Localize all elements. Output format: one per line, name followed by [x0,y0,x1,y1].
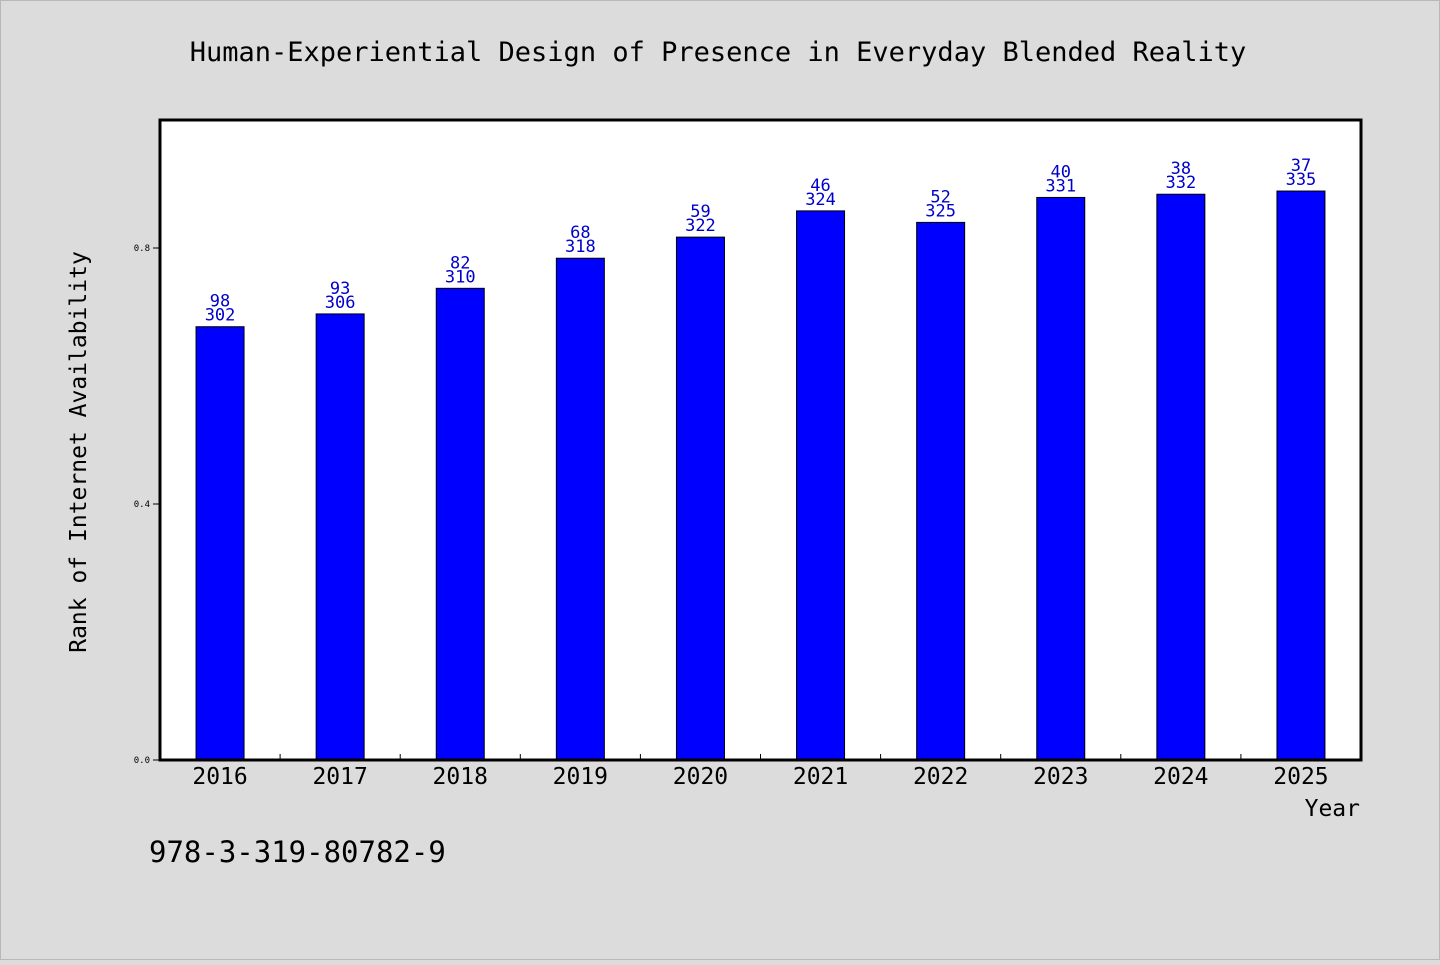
y-tick-label-0.4: 0.4 [134,500,150,510]
bar-2023 [1036,196,1086,761]
x-tick-label-2022: 2022 [913,764,968,790]
data-label-bottom-2024: 332 [1165,173,1196,193]
x-axis-label: Year [1305,796,1360,822]
isbn-annotation: 978-3-319-80782-9 [149,835,446,869]
data-label-top-2020: 59 [690,202,710,222]
bar-2019 [555,257,605,761]
x-tick-label-2017: 2017 [312,764,367,790]
x-tick-label-2020: 2020 [673,764,728,790]
data-label-bottom-2019: 318 [565,237,596,257]
x-tick-label-2021: 2021 [793,764,848,790]
x-tick-label-2019: 2019 [553,764,608,790]
y-tick-label-0.8: 0.8 [134,244,150,254]
x-tick-label-2018: 2018 [433,764,488,790]
data-label-top-2022: 52 [930,187,950,207]
data-label-top-2018: 82 [450,253,470,273]
bar-2017 [315,313,365,761]
x-tick-label-2025: 2025 [1273,764,1328,790]
data-label-bottom-2022: 325 [925,201,956,221]
x-tick-label-2024: 2024 [1153,764,1208,790]
y-axis-label: Rank of Internet Availability [66,251,92,653]
bar-2016 [195,326,245,761]
data-label-top-2025: 37 [1291,156,1311,176]
bar-2025 [1276,190,1326,761]
data-label-top-2024: 38 [1171,159,1191,179]
data-label-top-2016: 98 [210,292,230,312]
chart-title: Human-Experiential Design of Presence in… [190,37,1247,68]
data-label-top-2023: 40 [1051,162,1071,182]
data-label-bottom-2023: 331 [1045,176,1076,196]
data-label-bottom-2017: 306 [325,293,356,313]
data-label-bottom-2018: 310 [445,267,476,287]
data-label-top-2019: 68 [570,223,590,243]
data-label-bottom-2016: 302 [205,306,236,326]
bar-2021 [796,210,846,761]
bars-layer [195,190,1326,761]
x-ticks-layer: 2016 2017 2018 2019 2020 2021 2022 2023 2024 2025 [192,754,1329,790]
bar-2018 [435,287,485,761]
data-label-bottom-2020: 322 [685,216,716,236]
x-tick-label-2016: 2016 [192,764,247,790]
x-tick-label-2023: 2023 [1033,764,1088,790]
bar-2024 [1156,193,1206,761]
plot-frame [158,118,1363,762]
data-label-top-2021: 46 [810,176,830,196]
bar-2022 [916,221,966,761]
data-label-bottom-2025: 335 [1286,170,1317,190]
data-label-top-2017: 93 [330,279,350,299]
data-label-bottom-2021: 324 [805,190,836,210]
y-tick-label-0.0: 0.0 [134,756,150,766]
bar-2020 [675,236,725,761]
